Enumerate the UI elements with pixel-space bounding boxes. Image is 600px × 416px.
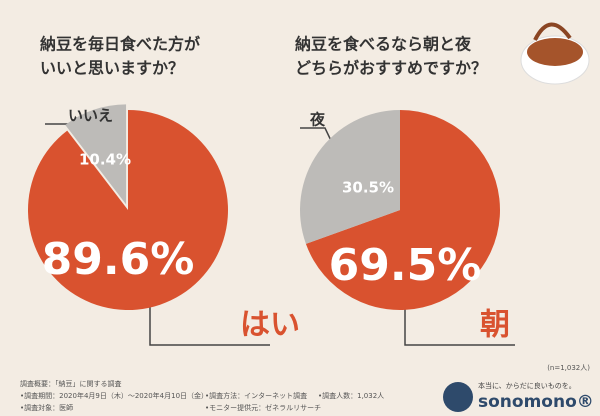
value-label: 69.5% — [329, 240, 482, 291]
logo-name: sonomono® — [478, 392, 594, 412]
chart-title: どちらがおすすめですか？ — [295, 59, 487, 78]
logo-tagline: 本当に、からだに良いものを。 — [478, 381, 576, 390]
pie-slice — [300, 110, 400, 244]
category-label: いいえ — [68, 107, 113, 125]
natto-bowl-icon — [520, 22, 590, 85]
chart-title: 納豆を毎日食べた方が — [40, 35, 200, 54]
value-label: 30.5% — [342, 179, 394, 197]
value-label: 10.4% — [79, 151, 131, 169]
pie-slice — [65, 104, 127, 205]
logo-mark — [443, 382, 473, 412]
pie-slice — [305, 110, 500, 310]
category-label: 夜 — [309, 111, 326, 129]
pie-slice — [28, 110, 229, 310]
survey-item: •モニター提供元：ゼネラルリサーチ — [205, 403, 321, 412]
survey-heading: 調査概要：「納豆」に関する調査 — [20, 379, 122, 388]
survey-item: •調査対象：医師 — [20, 403, 73, 412]
sample-note: (n=1,032人) — [547, 364, 590, 372]
chart-title: いいと思いますか？ — [40, 59, 184, 78]
category-label: 朝 — [480, 308, 510, 343]
value-label: 89.6% — [42, 234, 195, 285]
survey-item: •調査方法：インターネット調査 — [205, 391, 307, 400]
survey-item: •調査期間：2020年4月9日（木）～2020年4月10日（金） — [20, 391, 208, 400]
chart-title: 納豆を食べるなら朝と夜 — [295, 35, 472, 54]
category-label: はい — [240, 308, 300, 343]
survey-item: •調査人数：1,032人 — [318, 391, 384, 400]
